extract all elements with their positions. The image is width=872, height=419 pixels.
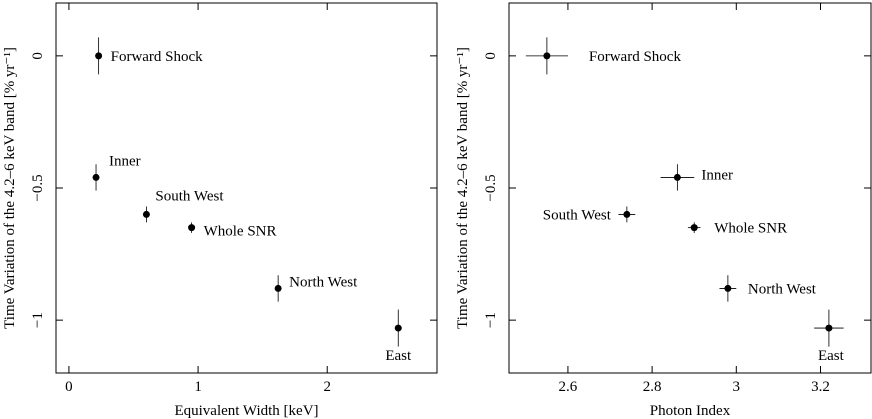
y-axis-label: Time Variation of the 4.2–6 keV band [% … bbox=[2, 47, 18, 329]
data-point bbox=[95, 52, 103, 60]
x-tick-label: 2.6 bbox=[559, 379, 578, 395]
y-axis-label: Time Variation of the 4.2–6 keV band [% … bbox=[455, 47, 471, 329]
data-point bbox=[690, 224, 698, 232]
point-label: Inner bbox=[109, 153, 141, 169]
x-tick-label: 3.2 bbox=[811, 379, 830, 395]
data-point bbox=[724, 284, 732, 292]
point-label: Inner bbox=[701, 167, 733, 183]
point-label: Whole SNR bbox=[204, 224, 277, 240]
y-tick-label: −0.5 bbox=[30, 174, 46, 201]
y-tick-label: 0 bbox=[483, 52, 499, 60]
point-label: South West bbox=[155, 188, 224, 204]
y-tick-label: 0 bbox=[30, 52, 46, 60]
data-point bbox=[825, 324, 833, 332]
x-tick-label: 1 bbox=[194, 379, 202, 395]
point-label: East bbox=[385, 348, 412, 364]
chart-panel-2: 2.6 2.8 3 3.2 0 −0.5 −1 Photon Index Time Variat… bbox=[455, 2, 872, 419]
plot-frame bbox=[508, 2, 872, 374]
data-point bbox=[142, 210, 150, 218]
point-label: South West bbox=[543, 207, 612, 223]
x-axis-label: Equivalent Width [keV] bbox=[174, 403, 318, 419]
point-label: North West bbox=[289, 274, 358, 290]
point-label: Forward Shock bbox=[589, 49, 682, 65]
y-tick-label: −1 bbox=[30, 312, 46, 328]
data-point bbox=[92, 173, 100, 181]
data-point bbox=[274, 284, 282, 292]
x-tick-label: 2.8 bbox=[643, 379, 662, 395]
x-axis-label: Photon Index bbox=[650, 403, 731, 419]
data-point bbox=[188, 224, 196, 232]
point-label: Forward Shock bbox=[111, 49, 204, 65]
data-point bbox=[623, 210, 631, 218]
x-tick-label: 2 bbox=[323, 379, 331, 395]
y-tick-label: −0.5 bbox=[483, 174, 499, 201]
data-point bbox=[394, 324, 402, 332]
data-point bbox=[673, 173, 681, 181]
y-tick-label: −1 bbox=[483, 312, 499, 328]
point-label: East bbox=[818, 348, 845, 364]
data-point bbox=[543, 52, 551, 60]
point-label: North West bbox=[748, 281, 817, 297]
x-tick-label: 3 bbox=[733, 379, 741, 395]
point-label: Whole SNR bbox=[714, 221, 787, 237]
chart-panel-1: 0 1 2 0 −0.5 −1 Equivalent Width [keV] Time Var… bbox=[2, 2, 438, 419]
x-tick-label: 0 bbox=[65, 379, 73, 395]
